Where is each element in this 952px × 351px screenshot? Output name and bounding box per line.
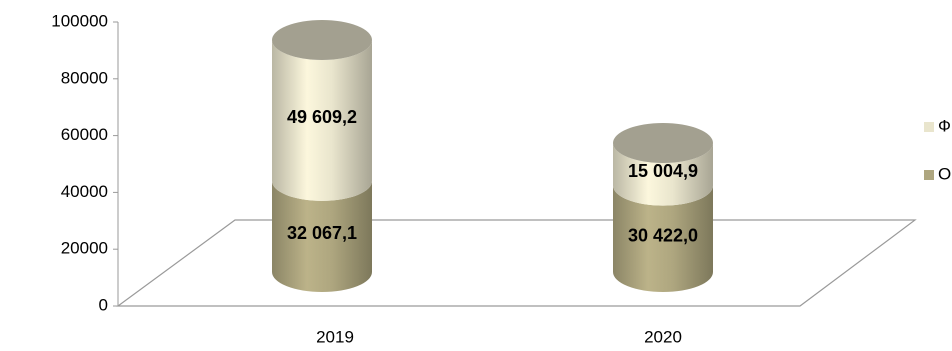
legend-label: ОБ [938,164,952,183]
legend-swatch [924,170,934,180]
y-tick-label: 0 [99,295,108,314]
y-tick-label: 20000 [61,239,108,258]
legend-label: ФБ [938,116,952,135]
cylinder-segment [613,185,713,292]
x-tick-label: 2020 [644,327,682,346]
y-tick-label: 80000 [61,68,108,87]
y-tick-label: 40000 [61,182,108,201]
floor [116,219,917,307]
data-label: 15 004,9 [628,161,698,181]
x-tick-label: 2019 [316,327,354,346]
data-label: 30 422,0 [628,226,698,246]
cylinder-top [272,20,372,61]
cylinder-segment [272,40,372,201]
y-tick-label: 100000 [51,11,108,30]
data-label: 32 067,1 [287,223,357,243]
cylinder-segment [613,142,713,206]
cylinder-segment [272,180,372,292]
cylinder-top [613,122,713,163]
data-label: 49 609,2 [287,107,357,127]
y-tick-label: 60000 [61,125,108,144]
legend-swatch [924,122,934,132]
